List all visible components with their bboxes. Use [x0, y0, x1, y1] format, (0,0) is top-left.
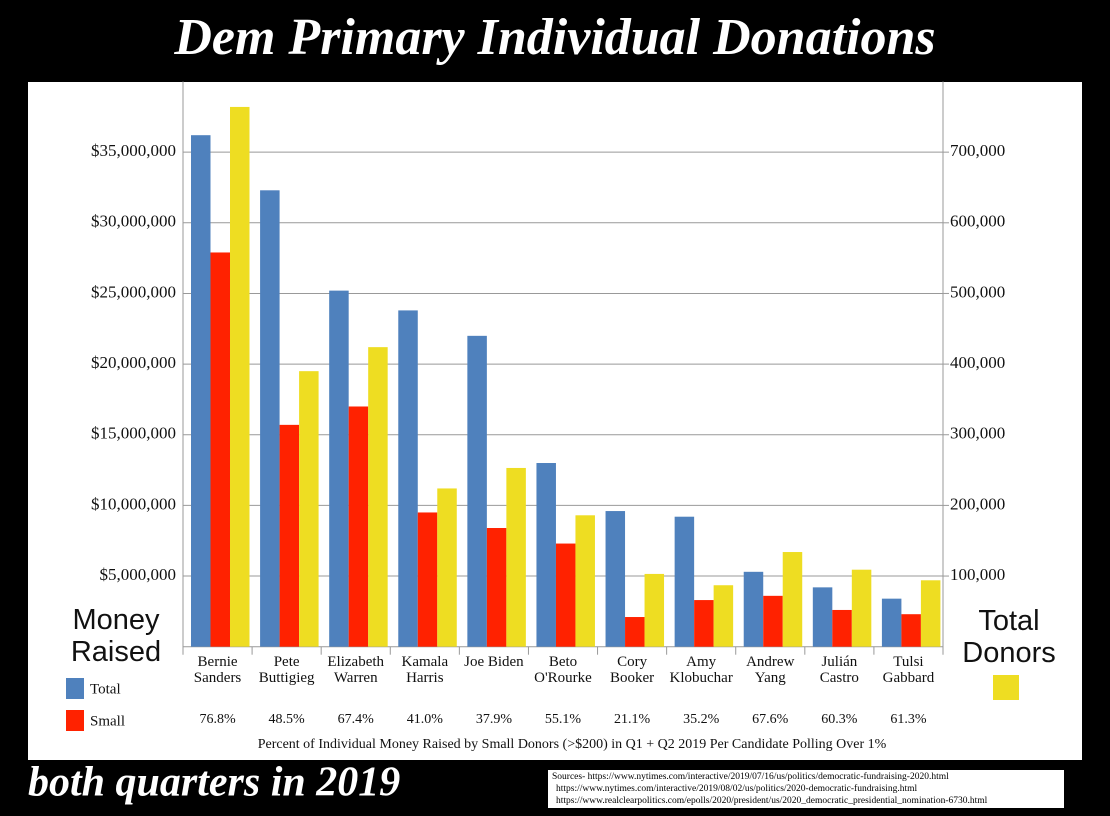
- bar: [329, 290, 349, 647]
- x-tick-label: Joe Biden: [464, 654, 524, 670]
- bar: [812, 587, 833, 647]
- bar: [506, 467, 526, 647]
- bar: [299, 371, 319, 647]
- legend-swatch: [66, 710, 84, 731]
- y-tick-label: $30,000,000: [91, 212, 176, 231]
- x-tick-label: Tulsi Gabbard: [882, 654, 935, 686]
- legend-swatch: [993, 675, 1019, 700]
- x-tick-label: Kamala Harris: [401, 654, 449, 686]
- legend-swatch: [66, 678, 84, 699]
- y2-tick-label: 100,000: [950, 565, 1005, 584]
- bar: [832, 609, 852, 647]
- x-axis-label: Percent of Individual Money Raised by Sm…: [258, 737, 887, 752]
- source: Sources- https://www.nytimes.com/interac…: [552, 771, 949, 782]
- bar: [694, 600, 714, 647]
- x-tick-label: Bernie Sanders: [193, 654, 242, 686]
- x-tick-label: Andrew Yang: [746, 654, 795, 686]
- x-tick-label: Julián Castro: [819, 654, 859, 686]
- y-tick-label: $35,000,000: [91, 141, 176, 160]
- x-tick-label: Elizabeth Warren: [327, 654, 385, 686]
- x-tick-label: Pete Buttigieg: [258, 654, 315, 686]
- small-share-label: 35.2%: [683, 712, 720, 727]
- y2-tick-label: 600,000: [950, 212, 1005, 231]
- small-share-label: 60.3%: [821, 712, 858, 727]
- small-share-label: 37.9%: [476, 712, 513, 727]
- bar: [575, 515, 595, 647]
- legend-label: Total: [90, 681, 121, 697]
- bar: [486, 528, 507, 647]
- small-share-label: 67.6%: [752, 712, 789, 727]
- chart-title: Dem Primary Individual Donations: [173, 9, 935, 66]
- y-tick-label: $20,000,000: [91, 353, 176, 372]
- bar: [851, 569, 872, 647]
- y2-tick-label: 300,000: [950, 424, 1005, 443]
- bar: [605, 511, 626, 647]
- small-share-label: 21.1%: [614, 712, 651, 727]
- y-tick-label: $15,000,000: [91, 424, 176, 443]
- bar: [782, 552, 803, 647]
- bar: [920, 580, 941, 647]
- small-share-label: 61.3%: [890, 712, 927, 727]
- y2-tick-label: 200,000: [950, 494, 1005, 513]
- x-tick-label: Amy Klobuchar: [669, 654, 733, 686]
- bar: [763, 595, 783, 647]
- x-tick-label: Beto O'Rourke: [534, 654, 592, 686]
- small-share-label: 55.1%: [545, 712, 582, 727]
- bar: [713, 585, 734, 647]
- bar: [398, 310, 418, 647]
- bar: [555, 543, 576, 647]
- bar: [467, 335, 487, 647]
- bar: [536, 463, 556, 647]
- x-tick-label: Cory Booker: [609, 654, 655, 686]
- bar: [674, 516, 695, 647]
- bar: [881, 598, 902, 647]
- sources-box: [548, 770, 1064, 808]
- y2-tick-label: 500,000: [950, 282, 1005, 301]
- bar: [210, 252, 230, 647]
- y2-tick-label: 700,000: [950, 141, 1005, 160]
- source: https://www.nytimes.com/interactive/2019…: [556, 783, 917, 794]
- bar: [279, 424, 300, 647]
- bar: [644, 573, 665, 647]
- bar: [417, 512, 438, 647]
- y-axis-label: Money Raised: [70, 604, 162, 668]
- bar: [625, 617, 645, 647]
- small-share-label: 48.5%: [269, 712, 306, 727]
- subtitle: both quarters in 2019: [28, 760, 400, 806]
- small-share-label: 41.0%: [407, 712, 444, 727]
- y-tick-label: $5,000,000: [100, 565, 177, 584]
- bar: [260, 190, 280, 647]
- bar: [230, 106, 250, 647]
- bar: [348, 406, 369, 647]
- small-share-label: 67.4%: [338, 712, 375, 727]
- y2-axis-label: Total Donors: [962, 605, 1056, 669]
- legend-label: Small: [90, 713, 125, 729]
- small-share-label: 76.8%: [199, 712, 236, 727]
- y-tick-label: $25,000,000: [91, 282, 176, 301]
- source: https://www.realclearpolitics.com/epolls…: [556, 796, 988, 806]
- bar: [437, 488, 457, 647]
- bar: [743, 571, 764, 647]
- y2-tick-label: 400,000: [950, 353, 1005, 372]
- bar: [191, 135, 211, 647]
- bar: [368, 347, 388, 647]
- bar: [901, 614, 921, 647]
- y-tick-label: $10,000,000: [91, 494, 176, 513]
